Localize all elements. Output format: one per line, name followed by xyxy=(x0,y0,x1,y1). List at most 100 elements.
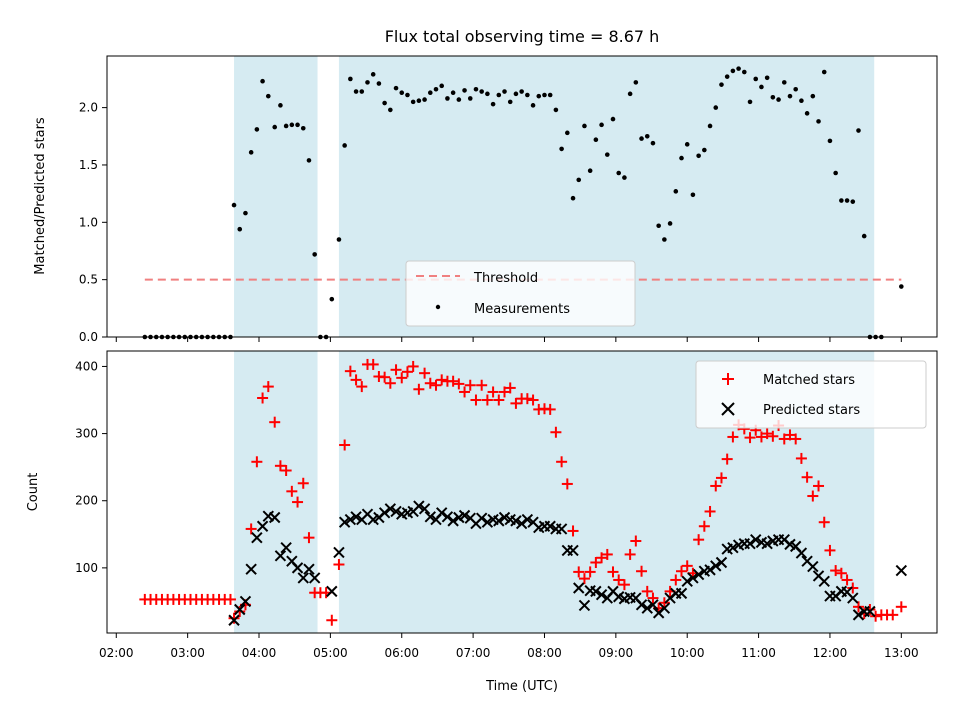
bottom-x-tick-label: 11:00 xyxy=(741,646,776,660)
top-y-tick-label: 1.0 xyxy=(79,215,98,229)
predicted-star-point xyxy=(251,531,263,544)
measurement-point xyxy=(696,153,701,159)
measurement-point xyxy=(839,198,844,203)
measurement-point xyxy=(781,80,787,85)
matched-star-point xyxy=(367,358,379,370)
measurements-series xyxy=(142,66,904,340)
matched-star-point xyxy=(344,365,356,377)
predicted-star-point xyxy=(256,520,269,532)
predicted-star-point xyxy=(481,516,494,528)
matched-star-point xyxy=(303,532,315,544)
matched-star-point xyxy=(761,428,773,440)
bottom-x-tick-label: 07:00 xyxy=(456,646,491,660)
predicted-star-point xyxy=(595,589,608,601)
measurement-point xyxy=(382,100,387,106)
matched-star-point xyxy=(487,386,499,398)
measurement-point xyxy=(479,89,484,94)
legend-measurements-label: Measurements xyxy=(474,302,570,317)
matched-star-point xyxy=(401,366,413,378)
measurement-point xyxy=(622,175,627,180)
predicted-star-point xyxy=(269,511,281,524)
bottom-y-tick-label: 200 xyxy=(75,494,98,508)
predicted-star-point xyxy=(895,564,908,577)
matched-star-point xyxy=(818,516,830,528)
matched-star-point xyxy=(835,567,847,579)
measurement-point xyxy=(650,140,656,146)
matched-star-point xyxy=(596,552,608,564)
matched-star-point xyxy=(607,566,619,578)
measurement-point xyxy=(742,69,747,75)
legend-predicted-swatch xyxy=(721,402,735,416)
predicted-star-point xyxy=(590,585,602,598)
predicted-star-point xyxy=(308,572,321,584)
matched-star-point xyxy=(436,374,448,386)
measurement-point xyxy=(899,284,904,289)
top-x-axis-ticks xyxy=(115,337,902,342)
matched-star-point xyxy=(286,485,298,497)
measurement-point xyxy=(542,92,547,98)
matched-star-point xyxy=(521,393,533,405)
top-shaded-interval-0 xyxy=(234,56,318,337)
predicted-star-point xyxy=(297,572,309,584)
measurement-point xyxy=(844,198,850,203)
matched-star-point xyxy=(681,560,693,572)
measurement-point xyxy=(353,89,359,94)
measurement-point xyxy=(662,237,667,242)
top-y-tick-label: 0.0 xyxy=(79,330,98,344)
predicted-star-point xyxy=(390,505,402,518)
bottom-y-tick-label: 100 xyxy=(75,561,98,575)
top-y-axis-label: Matched/Predicted stars xyxy=(33,117,48,275)
matched-star-point xyxy=(578,573,590,585)
predicted-star-point xyxy=(704,564,716,576)
bottom-y-axis-ticks: 100 200 300 400 xyxy=(75,359,107,575)
measurement-point xyxy=(644,133,650,139)
predicted-star-point xyxy=(681,575,693,588)
predicted-star-point xyxy=(818,575,830,588)
predicted-star-point xyxy=(641,602,653,614)
predicted-star-point xyxy=(715,556,728,569)
measurement-point xyxy=(237,226,243,232)
measurement-point xyxy=(787,93,793,99)
bottom-x-tick-label: 03:00 xyxy=(170,646,205,660)
measurement-point xyxy=(753,76,759,82)
bottom-y-tick-label: 400 xyxy=(75,359,98,373)
measurement-point xyxy=(736,66,741,71)
predicted-star-point xyxy=(303,563,315,575)
predicted-star-point xyxy=(378,507,391,519)
matched-star-point xyxy=(813,480,825,492)
matched-star-point xyxy=(613,574,625,586)
predicted-star-point xyxy=(424,511,437,523)
matched-star-point xyxy=(257,392,269,404)
predicted-star-point xyxy=(647,599,659,611)
measurement-point xyxy=(610,116,616,122)
matched-star-point xyxy=(601,548,613,560)
matched-star-point xyxy=(755,431,767,443)
matched-star-point xyxy=(624,548,636,560)
predicted-star-point xyxy=(234,603,246,616)
bottom-legend-box xyxy=(695,360,927,429)
measurement-point xyxy=(707,123,713,129)
measurement-point xyxy=(833,170,838,176)
matched-star-point xyxy=(297,477,309,489)
predicted-star-point xyxy=(795,547,808,559)
matched-star-point xyxy=(784,429,796,441)
measurement-point xyxy=(759,84,764,90)
measurement-point xyxy=(496,92,502,98)
measurement-point xyxy=(336,237,342,242)
matched-star-point xyxy=(573,566,585,578)
matched-star-point xyxy=(561,478,573,490)
predicted-star-point xyxy=(280,542,292,554)
measurement-point xyxy=(530,103,536,108)
predicted-star-point xyxy=(344,513,357,526)
measurement-point xyxy=(445,96,450,101)
matched-star-point xyxy=(470,394,482,406)
predicted-star-point xyxy=(228,614,240,626)
measurement-point xyxy=(793,86,798,92)
predicted-star-point xyxy=(658,602,671,614)
matched-star-point xyxy=(567,525,579,537)
measurement-point xyxy=(433,86,439,92)
matched-star-point xyxy=(504,382,516,394)
bottom-x-tick-label: 09:00 xyxy=(599,646,634,660)
predicted-star-point xyxy=(521,513,534,526)
bottom-x-tick-label: 06:00 xyxy=(384,646,419,660)
